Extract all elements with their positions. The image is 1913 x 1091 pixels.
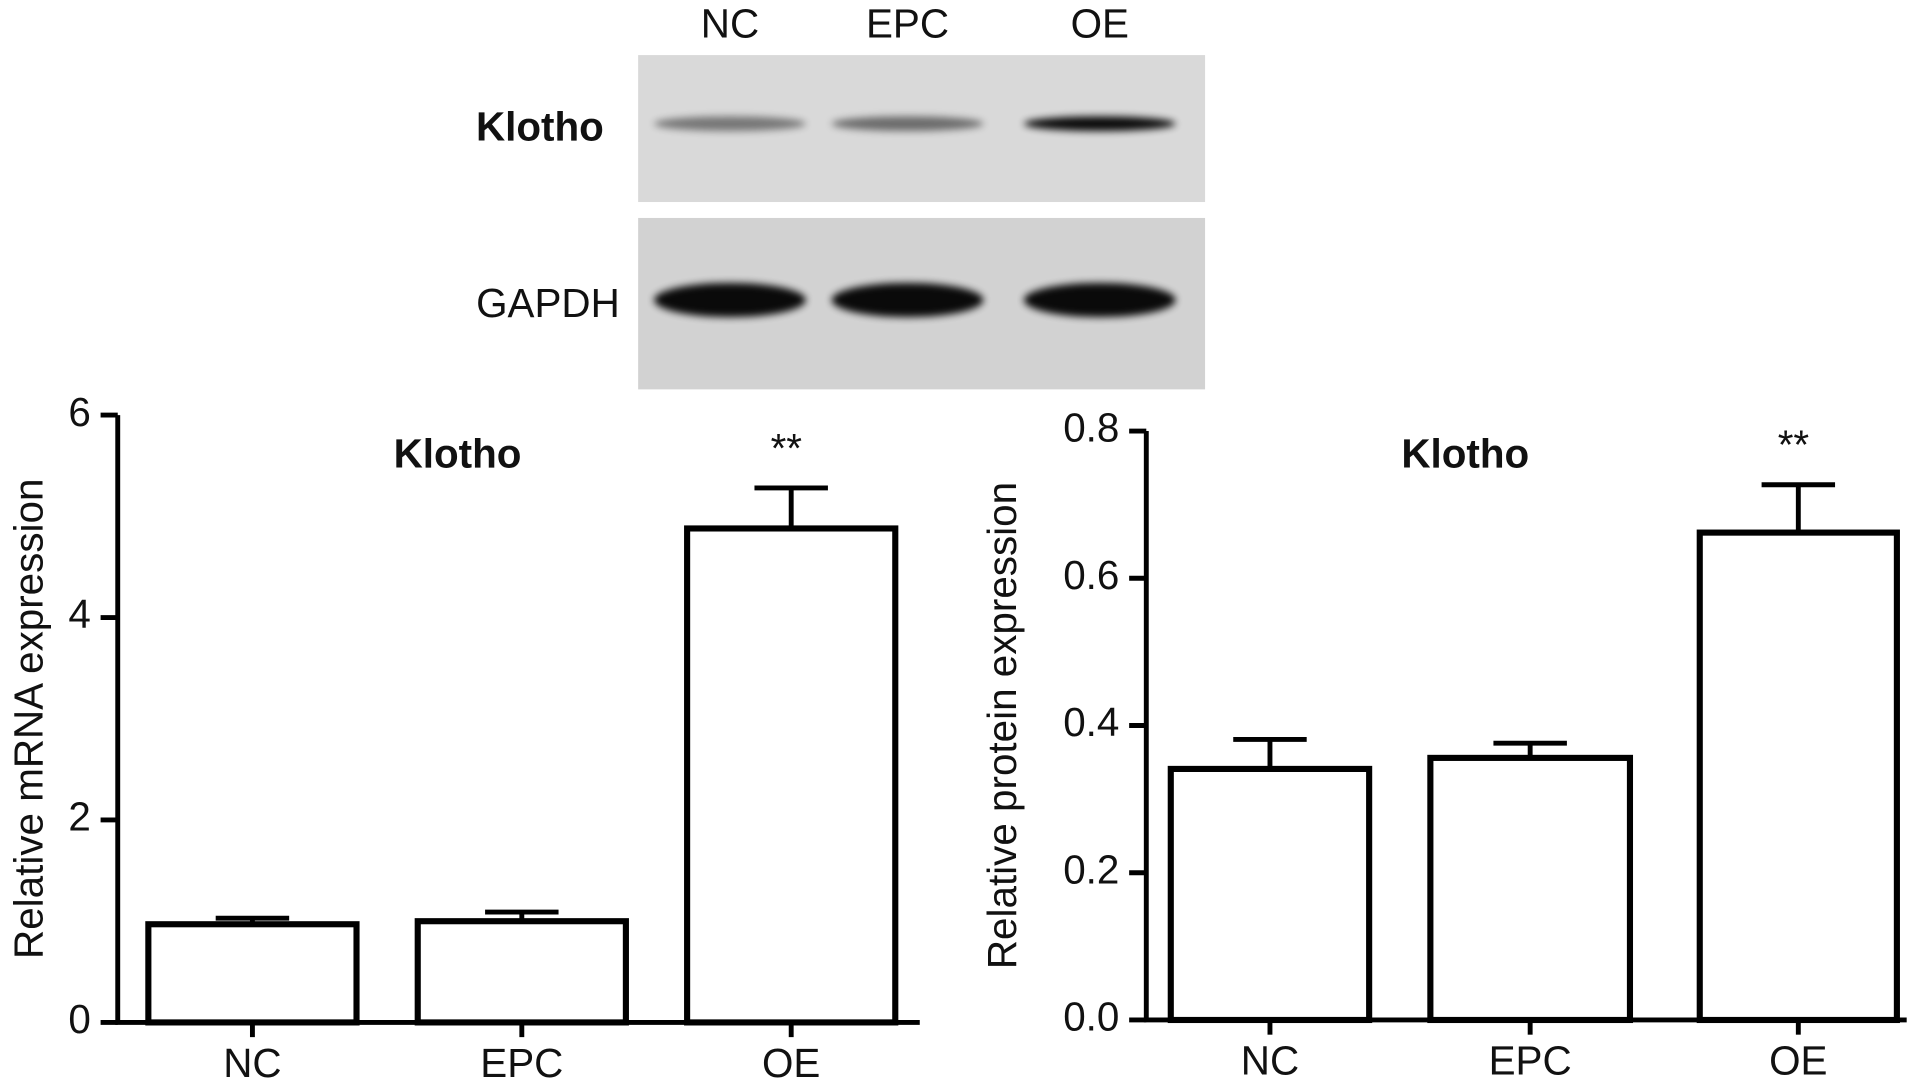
y-tick-label: 4 [68, 591, 90, 637]
bar [1427, 754, 1634, 1024]
lane-label: EPC [866, 1, 949, 47]
chart-title: Klotho [1401, 430, 1529, 476]
lane-label: OE [1071, 1, 1129, 47]
x-tick-label: NC [223, 1040, 281, 1086]
blot [654, 116, 1176, 318]
band [1023, 116, 1176, 132]
y-tick-label: 2 [68, 794, 90, 840]
x-tick-label: OE [1769, 1038, 1827, 1084]
y-tick-label: 0.8 [1063, 405, 1119, 451]
x-tick-label: OE [762, 1040, 820, 1086]
y-tick-label: 0.2 [1063, 846, 1119, 892]
annotation: ** [771, 425, 803, 471]
bar [1696, 529, 1900, 1024]
y-tick-label: 0.4 [1063, 699, 1119, 745]
lane-label: NC [701, 1, 759, 47]
y-tick-label: 0.0 [1063, 994, 1119, 1040]
band [654, 116, 806, 132]
x-tick-label: EPC [1489, 1038, 1572, 1084]
y-tick-label: 6 [68, 389, 90, 435]
y-axis-label: Relative protein expression [979, 482, 1025, 969]
row-label: Klotho [476, 103, 604, 149]
bar [684, 525, 899, 1026]
band [831, 282, 984, 318]
y-tick-label: 0 [68, 996, 90, 1042]
band [1023, 282, 1176, 318]
bar [414, 918, 629, 1026]
y-axis-label: Relative mRNA expression [6, 479, 52, 959]
band [831, 116, 984, 132]
x-tick-label: NC [1241, 1038, 1299, 1084]
annotation: ** [1778, 422, 1810, 468]
y-tick-label: 0.6 [1063, 552, 1119, 598]
row-label: GAPDH [476, 280, 620, 326]
chart-title: Klotho [394, 430, 522, 476]
x-tick-label: EPC [480, 1040, 563, 1086]
band [654, 282, 806, 318]
bar [1167, 765, 1373, 1024]
bar [145, 921, 360, 1026]
